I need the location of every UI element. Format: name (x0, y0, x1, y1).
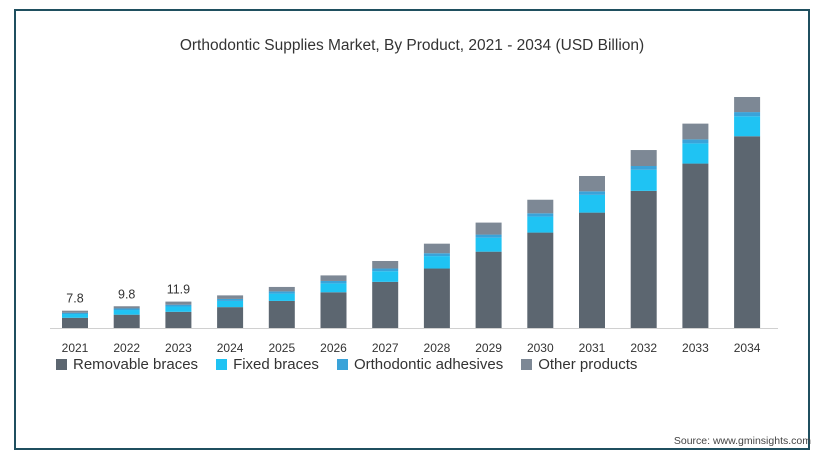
bar-segment-2030-other-products (527, 199, 554, 214)
bar-segment-2031-orthodontic-adhesives (579, 191, 605, 195)
bar-segment-2025-orthodontic-adhesives (268, 291, 295, 294)
legend-item-other-products: Other products (521, 356, 637, 373)
legend-label: Other products (538, 356, 638, 373)
legend-item-removable-braces: Removable braces (56, 356, 198, 373)
bar-segment-2034-other-products (734, 96, 761, 113)
legend-label: Removable braces (73, 356, 199, 373)
bar-segment-2025-other-products (268, 286, 295, 292)
bar-segment-2026-orthodontic-adhesives (320, 280, 347, 284)
bar-segment-2023-orthodontic-adhesives (165, 304, 192, 307)
bar-segment-2030-removable-braces (527, 232, 554, 328)
bar-segment-2028-fixed-braces (423, 256, 450, 269)
chart-frame: Orthodontic Supplies Market, By Product,… (14, 9, 810, 450)
bar-segment-2031-removable-braces (579, 212, 605, 328)
bar-segment-2029-other-products (475, 222, 502, 235)
bar-segment-2022-orthodontic-adhesives (113, 308, 140, 311)
bar-segment-2026-removable-braces (320, 292, 347, 328)
bar-segment-2031-fixed-braces (579, 194, 605, 213)
bar-segment-2022-removable-braces (113, 314, 140, 328)
legend-item-fixed-braces: Fixed braces (216, 356, 319, 373)
bar-segment-2032-fixed-braces (630, 169, 657, 191)
bar-segment-2028-removable-braces (423, 268, 450, 328)
bar-segment-2026-fixed-braces (320, 283, 347, 293)
bar-segment-2021-fixed-braces (62, 314, 88, 318)
bar-segment-2024-orthodontic-adhesives (217, 298, 244, 301)
bar-segment-2021-orthodontic-adhesives (62, 312, 88, 315)
bar-segment-2034-removable-braces (734, 136, 761, 328)
x-tick-label-2023: 2023 (165, 341, 192, 355)
chart-legend: Removable braces Fixed braces Orthodontic … (56, 356, 655, 373)
bar-segment-2023-other-products (165, 301, 192, 305)
bar-segment-2028-other-products (423, 243, 450, 254)
bar-segment-2027-removable-braces (372, 281, 399, 328)
bar-segment-2027-other-products (372, 260, 399, 269)
bar-segment-2025-removable-braces (268, 300, 295, 328)
bar-segment-2024-fixed-braces (217, 300, 244, 308)
data-label-2023: 11.9 (167, 283, 190, 297)
bar-segment-2033-orthodontic-adhesives (682, 139, 709, 144)
bar-segment-2024-other-products (217, 295, 244, 299)
x-tick-label-2022: 2022 (113, 341, 140, 355)
bar-segment-2025-fixed-braces (268, 293, 295, 301)
legend-swatch (216, 359, 228, 370)
x-tick-label-2025: 2025 (268, 341, 295, 355)
bar-segment-2033-other-products (682, 123, 709, 140)
bar-segment-2034-orthodontic-adhesives (734, 112, 761, 117)
bar-segment-2029-orthodontic-adhesives (475, 234, 502, 238)
x-tick-label-2028: 2028 (424, 341, 451, 355)
legend-swatch (521, 359, 533, 370)
legend-swatch (56, 359, 67, 370)
legend-label: Fixed braces (233, 356, 319, 373)
bar-segment-2021-removable-braces (62, 317, 88, 328)
x-tick-label-2032: 2032 (630, 341, 657, 355)
bar-segment-2026-other-products (320, 275, 347, 281)
bar-segment-2033-removable-braces (682, 163, 709, 328)
bar-segment-2022-other-products (113, 306, 140, 309)
bar-segment-2030-fixed-braces (527, 216, 554, 233)
bar-segment-2021-other-products (62, 310, 88, 313)
bar-segment-2030-orthodontic-adhesives (527, 213, 554, 217)
chart-title: Orthodontic Supplies Market, By Product,… (179, 37, 645, 54)
bar-segment-2024-removable-braces (217, 307, 244, 328)
x-tick-label-2031: 2031 (579, 341, 606, 355)
bar-segment-2032-removable-braces (630, 190, 657, 328)
bar-segment-2022-fixed-braces (113, 310, 140, 315)
bar-segment-2034-fixed-braces (734, 116, 761, 137)
bar-segment-2029-fixed-braces (475, 237, 502, 252)
bar-segment-2023-fixed-braces (165, 306, 192, 312)
x-tick-label-2034: 2034 (734, 341, 761, 355)
data-label-2021: 7.8 (66, 292, 83, 306)
x-tick-label-2027: 2027 (372, 341, 399, 355)
bar-segment-2029-removable-braces (475, 251, 502, 328)
bar-segment-2032-other-products (630, 150, 657, 167)
x-tick-label-2026: 2026 (320, 341, 347, 355)
x-tick-label-2021: 2021 (62, 341, 89, 355)
bar-segment-2031-other-products (579, 175, 605, 192)
bar-segment-2027-orthodontic-adhesives (372, 268, 399, 272)
legend-item-orthodontic-adhesives: Orthodontic adhesives (336, 356, 504, 373)
x-tick-label-2030: 2030 (527, 341, 554, 355)
source-note: Source: www.gminsights.com (673, 435, 811, 447)
bar-segment-2023-removable-braces (165, 311, 192, 328)
x-tick-label-2024: 2024 (217, 341, 244, 355)
x-tick-label-2033: 2033 (682, 341, 709, 355)
data-label-2022: 9.8 (118, 287, 135, 301)
bar-segment-2033-fixed-braces (682, 143, 709, 164)
x-tick-label-2029: 2029 (475, 341, 502, 355)
legend-label: Orthodontic adhesives (353, 356, 504, 373)
bar-segment-2028-orthodontic-adhesives (423, 253, 450, 257)
bar-segment-2032-orthodontic-adhesives (630, 166, 657, 170)
legend-swatch (336, 359, 348, 370)
bar-segment-2027-fixed-braces (372, 271, 399, 282)
